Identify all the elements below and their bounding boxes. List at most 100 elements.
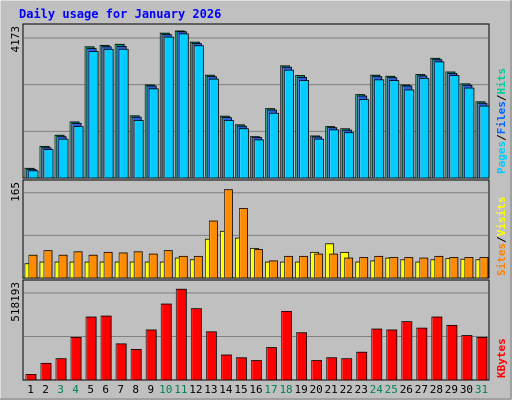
bar-pages-day-17-body	[269, 112, 279, 179]
bar-pages-day-27	[419, 78, 430, 179]
bar-sites-day-22	[344, 257, 354, 279]
bar-sites-day-3-body	[58, 254, 68, 279]
bar-pages-day-2-body	[43, 149, 54, 179]
day-label-2: 2	[42, 383, 49, 396]
bar-kbytes-day-8	[130, 349, 142, 381]
bar-sites-day-10	[163, 250, 173, 279]
day-label-17: 17	[264, 383, 277, 396]
legend-kbytes: KBytes	[495, 338, 508, 378]
legend-kbytes-item-0: KBytes	[495, 338, 508, 378]
bar-sites-day-27	[419, 257, 429, 279]
day-label-4: 4	[72, 383, 79, 396]
bar-kbytes-day-19-body	[296, 332, 307, 381]
day-label-31: 31	[475, 383, 488, 396]
bar-sites-day-23	[359, 257, 369, 279]
bar-sites-day-25-body	[389, 257, 399, 279]
bar-kbytes-day-17-body	[266, 347, 277, 381]
bar-pages-day-20	[314, 138, 325, 179]
bar-sites-day-30-body	[464, 257, 474, 279]
day-label-27: 27	[415, 383, 428, 396]
day-label-26: 26	[400, 383, 413, 396]
labels: 1 2 3 4 5 6 7 8 9 10 11 12 13 14 15 16 17 18 19 20 21 22 23 24 2…	[9, 26, 508, 396]
day-label-18: 18	[279, 383, 292, 396]
bar-pages-day-13	[208, 78, 219, 179]
legend-sites-visits-item-2: Visits	[495, 197, 508, 237]
bar-kbytes-day-25	[386, 329, 398, 381]
bar-pages-day-19	[299, 80, 309, 179]
max-label-hits: 4173	[9, 26, 22, 53]
bar-sites-day-26-body	[404, 257, 414, 279]
bar-pages-day-24	[374, 79, 385, 179]
bar-pages-day-1	[28, 170, 39, 179]
bar-pages-day-7	[118, 48, 129, 179]
bar-sites-day-14-body	[224, 189, 233, 279]
bar-kbytes-day-27	[416, 327, 428, 381]
bar-pages-day-25-body	[389, 80, 400, 179]
legend-pages-files-hits-item-4: Hits	[495, 68, 508, 95]
bar-pages-day-28-body	[434, 61, 445, 179]
bar-pages-day-7-body	[118, 48, 129, 179]
bar-sites-day-1	[28, 254, 38, 279]
bar-kbytes-day-11-body	[175, 288, 187, 381]
day-label-6: 6	[102, 383, 109, 396]
day-label-20: 20	[310, 383, 323, 396]
bar-pages-day-31	[479, 105, 490, 179]
bar-pages-day-23	[359, 99, 370, 179]
bar-kbytes-day-4-body	[70, 336, 82, 381]
bar-kbytes-day-23	[356, 351, 368, 381]
bar-sites-day-12-body	[193, 255, 203, 279]
bar-sites-day-2-body	[43, 250, 53, 279]
bar-sites-day-31	[479, 257, 489, 279]
day-label-16: 16	[249, 383, 262, 396]
bar-kbytes-day-21-body	[326, 357, 338, 381]
bar-pages-day-30-body	[464, 87, 475, 179]
day-label-9: 9	[147, 383, 154, 396]
bar-sites-day-16	[254, 249, 263, 279]
bar-sites-day-20-body	[314, 253, 324, 279]
bar-pages-day-13-body	[208, 78, 219, 179]
bars	[24, 30, 490, 381]
bar-pages-day-20-body	[314, 138, 325, 179]
bar-sites-day-18-body	[284, 255, 293, 279]
bar-sites-day-11-body	[178, 255, 188, 279]
legend-pages-files-hits-text: Pages/Files/Hits	[495, 68, 508, 174]
bar-kbytes-day-23-body	[356, 351, 368, 381]
bar-pages-day-22-body	[344, 132, 355, 179]
day-label-11: 11	[174, 383, 187, 396]
bar-sites-day-26	[404, 257, 414, 279]
bar-sites-day-9	[148, 253, 158, 279]
day-label-19: 19	[294, 383, 307, 396]
bar-kbytes-day-28-body	[431, 316, 443, 381]
bar-kbytes-day-16-body	[251, 360, 262, 381]
bar-kbytes-day-3	[55, 358, 67, 381]
bar-sites-day-13-body	[208, 220, 218, 279]
bar-pages-day-4	[73, 126, 84, 179]
bar-kbytes-day-12-body	[190, 308, 202, 381]
bar-kbytes-day-30-body	[461, 335, 473, 381]
bar-pages-day-18	[284, 69, 294, 179]
bar-kbytes-day-20-body	[311, 360, 323, 381]
bar-sites-day-31-body	[479, 257, 489, 279]
day-label-14: 14	[219, 383, 233, 396]
bar-sites-day-13	[208, 220, 218, 279]
bar-pages-day-17	[269, 112, 279, 179]
bar-sites-day-7-body	[118, 252, 128, 279]
legend-sites-visits-text: Sites/Visits	[495, 197, 508, 277]
bar-pages-day-18-body	[284, 69, 294, 179]
bar-pages-day-26	[404, 89, 415, 179]
bar-pages-day-8	[133, 120, 144, 179]
bar-sites-day-10-body	[163, 250, 173, 279]
bar-pages-day-9	[148, 88, 159, 179]
legend-pages-files-hits-item-2: Files	[495, 101, 508, 134]
bar-pages-day-4-body	[73, 126, 84, 179]
legend-pages-files-hits: Pages/Files/Hits	[495, 68, 508, 174]
bar-sites-day-29	[449, 257, 459, 279]
bar-sites-day-19	[299, 255, 308, 279]
day-label-23: 23	[355, 383, 368, 396]
day-label-5: 5	[87, 383, 94, 396]
bar-pages-day-12	[193, 45, 204, 179]
bar-kbytes-day-13-body	[205, 331, 217, 381]
chart-title: Daily usage for January 2026	[19, 7, 221, 21]
bar-pages-day-6-body	[103, 48, 114, 179]
